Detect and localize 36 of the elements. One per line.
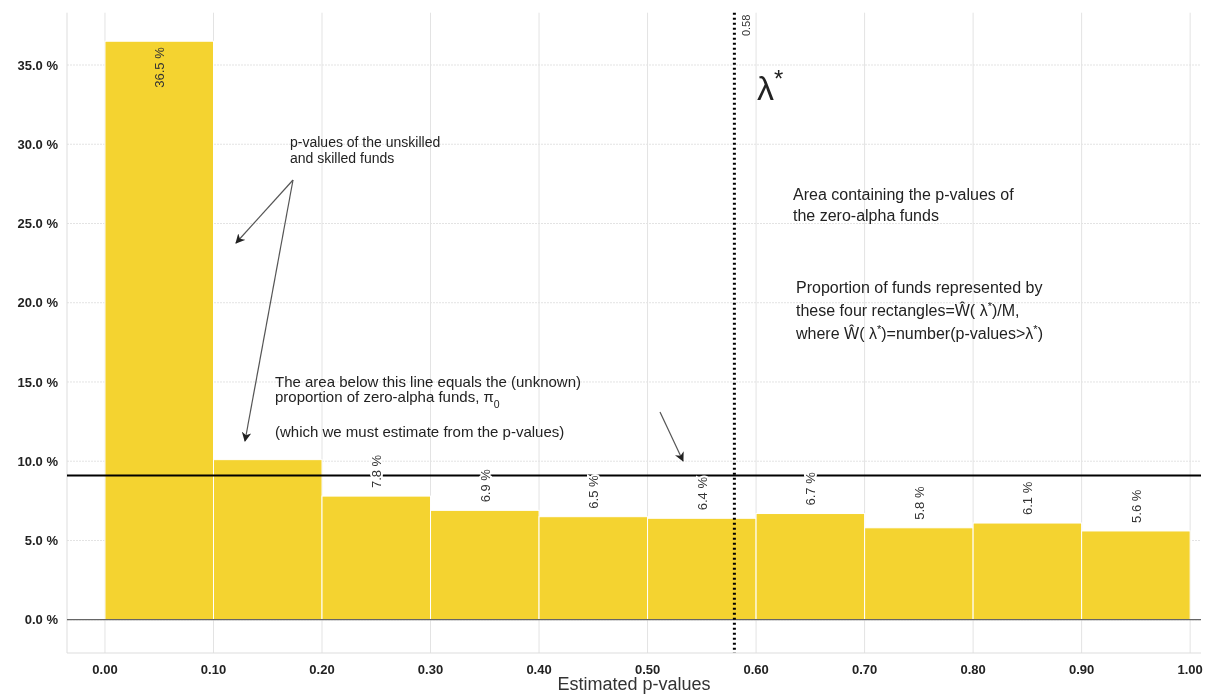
x-tick-label: 0.90 [1068,662,1095,677]
x-axis-title: Estimated p-values [557,674,711,694]
data-label: 5.8 % [911,486,927,520]
y-tick-label: 35.0 % [17,57,59,73]
y-tick-label: 25.0 % [17,216,59,232]
x-tick-label: 0.10 [200,662,227,677]
ref-line-label: 0.58 [740,14,753,37]
text: Proportion of funds represented by these four rectangles=Ŵ( λ$^{*}$)/M, where Ŵ( λ$^{*}$)=number(p-values>λ$^{*}$) [796,279,1044,343]
y-tick-label: 30.0 % [17,136,59,152]
y-tick-label: 5.0 % [24,533,59,549]
annotation: (which we must estimate from the p-values) [275,423,565,440]
data-label: 6.9 % [477,468,493,503]
data-label: 6.1 % [1020,481,1036,516]
x-tick-label: 0.80 [960,662,986,677]
data-label: 6.4 % [694,476,710,511]
y-tick-label: 0.0 % [24,612,59,628]
data-label: 6.5 % [586,475,602,509]
annotation: λ$^{*}$ [757,64,784,107]
y-tick-label: 20.0 % [17,295,59,311]
x-tick-label: 0.50 [634,662,661,677]
data-label: 36.5 % [152,46,168,88]
x-tick-label: 0.30 [417,662,444,677]
x-tick-label: 0.60 [743,662,769,677]
y-tick-label: 10.0 % [17,453,59,469]
y-tick-label: 15.0 % [17,374,59,390]
x-tick-label: 0.00 [92,662,118,677]
x-tick-label: 0.40 [526,662,552,677]
x-tick-label: 0.20 [309,662,335,677]
x-tick-label: 0.70 [851,662,878,677]
data-label: 6.7 % [803,471,819,506]
annotation: Area containing the p-values of the zero-alpha funds [793,186,1015,224]
x-tick-label: 1.00 [1177,662,1203,677]
data-label: 7.8 % [369,454,385,489]
annotation: p-values of the unskilled and skilled funds [290,134,441,167]
data-label: 5.6 % [1128,489,1144,523]
annotation: The area below this line equals the (unknown) proportion of zero-alpha funds, π$_{0}$ [275,373,582,410]
